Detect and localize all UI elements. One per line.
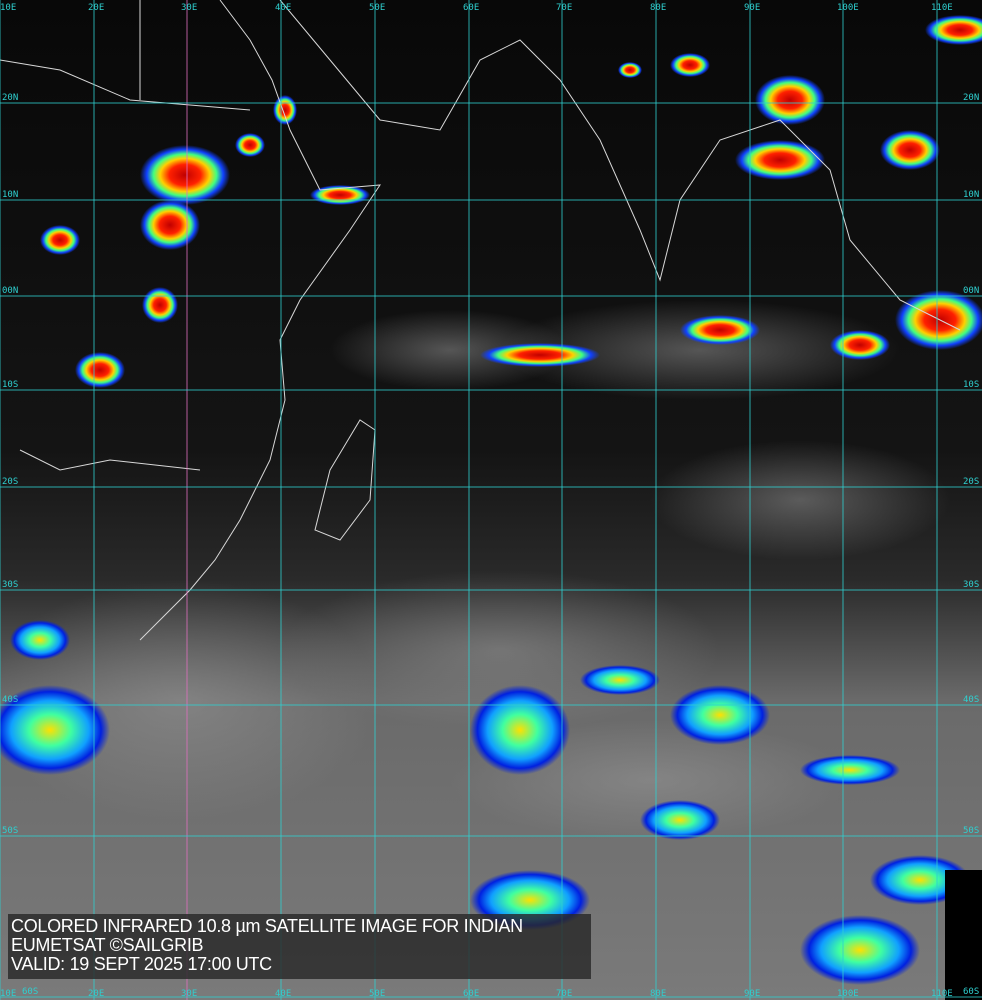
- latitude-label: 30S: [2, 580, 18, 590]
- frontal-cloud: [0, 685, 110, 775]
- longitude-label: 10E: [0, 989, 16, 999]
- latitude-label: 20N: [2, 93, 18, 103]
- convective-cloud: [895, 290, 982, 350]
- longitude-label: 80E: [650, 989, 666, 999]
- latitude-label: 10N: [2, 190, 18, 200]
- convective-cloud: [142, 287, 178, 323]
- convective-cloud: [680, 315, 760, 345]
- convective-cloud: [925, 15, 982, 45]
- longitude-label: 20E: [88, 989, 104, 999]
- latitude-label: 30S: [963, 580, 979, 590]
- convective-cloud: [40, 225, 80, 255]
- latitude-label: 10S: [2, 380, 18, 390]
- longitude-label: 50E: [369, 3, 385, 13]
- longitude-label: 10E: [0, 3, 16, 13]
- convective-cloud: [755, 75, 825, 125]
- latitude-label: 60S: [963, 987, 979, 997]
- convective-cloud: [235, 133, 265, 157]
- latitude-label: 50S: [963, 826, 979, 836]
- convective-cloud: [140, 145, 230, 205]
- longitude-label: 100E: [837, 989, 859, 999]
- convective-cloud: [480, 343, 600, 367]
- convective-cloud: [880, 130, 940, 170]
- frontal-cloud: [800, 915, 920, 985]
- frontal-cloud: [580, 665, 660, 695]
- convective-cloud: [670, 53, 710, 77]
- longitude-label: 110E: [931, 3, 953, 13]
- longitude-label: 90E: [744, 3, 760, 13]
- latitude-label: 10N: [963, 190, 979, 200]
- latitude-label: 00N: [2, 286, 18, 296]
- longitude-label: 100E: [837, 3, 859, 13]
- longitude-label: 80E: [650, 3, 666, 13]
- longitude-label: 90E: [744, 989, 760, 999]
- coastlines: [0, 0, 961, 641]
- cloud-haze: [0, 580, 380, 820]
- longitude-label: 40E: [275, 989, 291, 999]
- frontal-cloud: [670, 685, 770, 745]
- frontal-cloud: [640, 800, 720, 840]
- latitude-label: 20S: [2, 477, 18, 487]
- longitude-label: 70E: [556, 3, 572, 13]
- caption-title: COLORED INFRARED 10.8 µm SATELLITE IMAGE…: [11, 916, 523, 936]
- latitude-label: 40S: [2, 695, 18, 705]
- cloud-haze: [330, 310, 570, 390]
- frontal-cloud: [10, 620, 70, 660]
- longitude-label: 50E: [369, 989, 385, 999]
- frontal-cloud: [800, 755, 900, 785]
- longitude-label: 70E: [556, 989, 572, 999]
- cloud-haze: [500, 300, 900, 400]
- frontal-cloud: [470, 685, 570, 775]
- longitude-label: 110E: [931, 989, 953, 999]
- longitude-label: 60E: [463, 989, 479, 999]
- latitude-label: 00N: [963, 286, 979, 296]
- convective-cloud: [75, 352, 125, 388]
- latitude-label: 20S: [963, 477, 979, 487]
- latitude-label: 40S: [963, 695, 979, 705]
- latitude-label: 20N: [963, 93, 979, 103]
- latitude-label: 60S: [22, 987, 38, 997]
- convective-cloud: [735, 140, 825, 180]
- longitude-label: 30E: [181, 3, 197, 13]
- longitude-label: 60E: [463, 3, 479, 13]
- convective-cloud: [140, 200, 200, 250]
- latitude-label: 50S: [2, 826, 18, 836]
- no-data-region: [945, 870, 982, 1000]
- convective-cloud: [273, 95, 297, 125]
- convective-cloud: [618, 62, 642, 78]
- cloud-haze: [650, 440, 950, 560]
- longitude-label: 30E: [181, 989, 197, 999]
- caption-source: EUMETSAT ©SAILGRIB: [11, 935, 204, 955]
- convective-cloud: [830, 330, 890, 360]
- longitude-label: 20E: [88, 3, 104, 13]
- longitude-label: 40E: [275, 3, 291, 13]
- caption-valid-time: VALID: 19 SEPT 2025 17:00 UTC: [11, 954, 272, 974]
- latitude-label: 10S: [963, 380, 979, 390]
- image-caption: COLORED INFRARED 10.8 µm SATELLITE IMAGE…: [8, 914, 591, 979]
